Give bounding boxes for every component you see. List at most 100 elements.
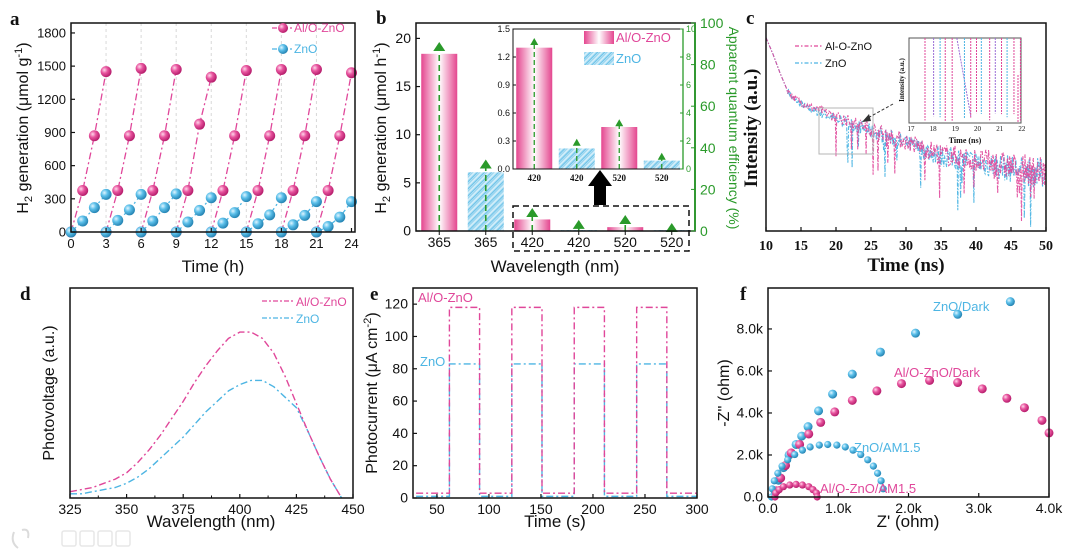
legend-label: Al/O-ZnO — [294, 21, 345, 35]
x-tick-label: 400 — [228, 501, 252, 517]
y-tick-label: 0 — [403, 223, 411, 239]
watermark-glyph — [61, 530, 77, 547]
y-axis-label-part: -1 — [13, 48, 25, 58]
data-point — [784, 456, 792, 464]
panel-d: 325 350 375 400 425 450 Wavelength (nm) Photovo… — [41, 287, 365, 531]
data-point — [804, 429, 814, 439]
inset-legend-swatch — [584, 52, 614, 65]
x-tick-label: 420 — [521, 234, 545, 250]
data-point — [123, 130, 135, 142]
aqe-marker — [479, 159, 492, 169]
data-point — [275, 63, 287, 75]
plot-frame — [767, 287, 1050, 498]
data-point — [158, 202, 170, 214]
data-point — [100, 66, 112, 78]
inset-y-tick-label: 1.5 — [497, 24, 510, 34]
y-axis-label-part: H — [15, 202, 32, 214]
cycle-line — [315, 72, 353, 233]
plot-frame — [412, 287, 698, 499]
data-point — [864, 456, 872, 464]
x-tick-label: 9 — [173, 236, 180, 251]
x-axis-label: Z' (ohm) — [877, 512, 940, 531]
inset-y2-tick-label: 6 — [686, 80, 691, 90]
data-point — [792, 480, 800, 488]
inset-y-axis-label: Intensity (a.u.) — [898, 57, 906, 101]
x-axis-label: Wavelength (nm) — [491, 257, 620, 276]
y-tick-label: 60 — [392, 393, 408, 409]
panel-label-a: a — [10, 9, 20, 30]
data-point — [828, 389, 838, 399]
data-point — [112, 214, 124, 226]
x-tick-label: 350 — [115, 501, 139, 517]
cycle-line — [316, 201, 353, 233]
series-al-o-zno — [416, 306, 697, 494]
y-tick-label: 1200 — [37, 92, 66, 107]
x-tick-label: 25 — [864, 239, 878, 254]
data-point — [310, 196, 322, 208]
data-point — [911, 328, 921, 338]
x-tick-label: 18 — [274, 236, 288, 251]
x-tick-label: 325 — [58, 501, 82, 517]
x-axis-label: Time (ns) — [867, 255, 944, 276]
y-tick-label: 4.0k — [737, 404, 764, 420]
data-point — [1037, 415, 1047, 425]
data-point — [287, 185, 299, 197]
inset-aqe-marker — [530, 38, 539, 45]
y-tick-label: 1800 — [37, 25, 66, 40]
data-point — [953, 378, 963, 388]
legend-marker — [278, 44, 288, 54]
inset-y-tick-label: 0.9 — [497, 80, 510, 90]
data-point — [345, 196, 357, 208]
data-point — [798, 481, 807, 489]
series-zno-am1-5 — [767, 440, 887, 501]
data-point — [334, 211, 346, 223]
x-tick-label: 420 — [567, 234, 591, 250]
inset-x-tick-label: 420 — [570, 173, 584, 183]
data-point — [287, 219, 299, 231]
panel-c: 10 15 20 25 30 35 40 45 50 Time (ns) Intensity (a.… — [741, 22, 1053, 276]
y-tick-label: 6.0k — [737, 362, 764, 378]
series-zno — [65, 188, 357, 238]
cycle-line — [175, 77, 212, 233]
data-point — [299, 130, 311, 142]
data-point — [1019, 403, 1029, 413]
data-point — [879, 485, 887, 493]
aqe-marker — [619, 215, 632, 225]
data-point — [170, 63, 182, 75]
cycle-line — [105, 68, 142, 233]
y-tick-label: 20 — [395, 30, 411, 46]
x-tick-label: 12 — [204, 236, 218, 251]
data-point — [334, 130, 346, 142]
data-point — [240, 191, 252, 203]
data-point — [170, 188, 182, 200]
x-axis-label: Time (s) — [524, 512, 586, 531]
x-tick-label: 1.0k — [825, 500, 852, 516]
data-point — [877, 477, 885, 485]
x-tick-label: 3.0k — [966, 500, 993, 516]
panel-label-c: c — [746, 8, 754, 29]
legend-label: Al-O-ZnO — [825, 41, 873, 53]
x-axis-label: Wavelength (nm) — [147, 512, 276, 531]
data-point — [797, 431, 807, 441]
data-point — [873, 469, 882, 477]
y-axis-label-part: 2 — [23, 196, 35, 202]
x-tick-label: 365 — [428, 234, 452, 250]
x-tick-label: 35 — [934, 239, 948, 254]
data-point — [322, 185, 334, 197]
data-point — [779, 483, 788, 491]
y-axis-label-part: ) — [15, 42, 32, 47]
y-axis-label-part: -1 — [371, 48, 383, 58]
cycle-line — [175, 197, 212, 233]
zoom-region-box — [818, 107, 874, 155]
x-tick-label: 520 — [614, 234, 638, 250]
data-point — [252, 218, 264, 230]
data-point — [147, 215, 159, 227]
arrow-head-icon — [862, 114, 871, 122]
data-point — [830, 407, 840, 417]
cycle-line — [245, 69, 283, 233]
figure-layer: 0 3 6 9 12 15 18 21 240300600900120015001800Time… — [10, 8, 1063, 549]
inset-y-tick-label: 0.3 — [497, 136, 510, 146]
data-point — [322, 220, 334, 232]
y-tick-label: 10 — [395, 126, 411, 142]
